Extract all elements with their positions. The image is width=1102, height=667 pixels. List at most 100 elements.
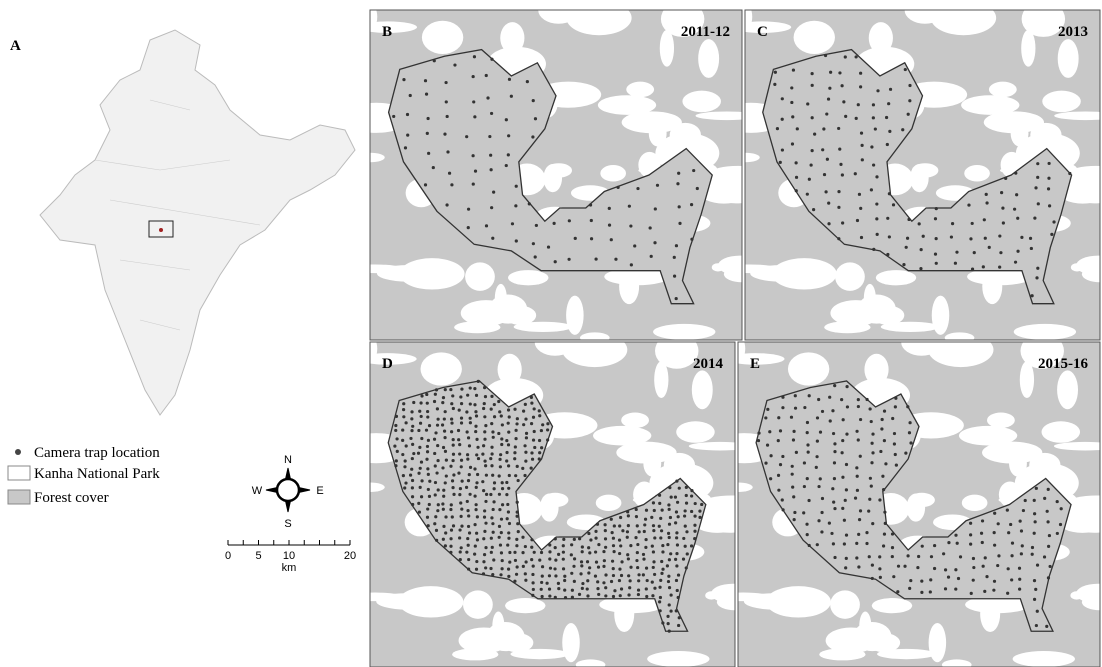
camera-trap xyxy=(790,416,793,419)
camera-trap xyxy=(935,262,938,265)
camera-trap xyxy=(610,518,613,521)
camera-trap xyxy=(528,202,531,205)
camera-trap xyxy=(677,573,680,576)
camera-trap xyxy=(628,205,631,208)
camera-trap xyxy=(843,519,846,522)
camera-trap xyxy=(920,580,923,583)
camera-trap xyxy=(1033,579,1036,582)
camera-trap xyxy=(465,410,468,413)
camera-trap xyxy=(795,189,798,192)
camera-trap xyxy=(774,71,777,74)
camera-trap xyxy=(594,575,597,578)
camera-trap xyxy=(498,410,501,413)
camera-trap xyxy=(685,486,688,489)
camera-trap xyxy=(690,494,693,497)
camera-trap xyxy=(690,489,693,492)
camera-trap xyxy=(507,537,510,540)
camera-trap xyxy=(460,388,463,391)
camera-trap xyxy=(856,219,859,222)
camera-trap xyxy=(1033,512,1036,515)
camera-trap xyxy=(806,533,809,536)
camera-trap xyxy=(449,537,452,540)
camera-trap xyxy=(653,587,656,590)
camera-trap xyxy=(1052,220,1055,223)
camera-trap xyxy=(420,460,423,463)
india-map xyxy=(40,30,355,415)
camera-trap xyxy=(507,575,510,578)
camera-trap xyxy=(530,467,533,470)
camera-trap xyxy=(507,422,510,425)
camera-trap xyxy=(675,297,678,300)
camera-trap xyxy=(574,237,577,240)
camera-trap xyxy=(586,594,589,597)
camera-trap xyxy=(562,558,565,561)
camera-trap xyxy=(394,464,397,467)
non-forest xyxy=(964,165,990,181)
camera-trap xyxy=(411,486,414,489)
camera-trap xyxy=(505,439,508,442)
camera-trap xyxy=(859,418,862,421)
camera-trap xyxy=(533,446,536,449)
camera-trap xyxy=(984,237,987,240)
camera-trap xyxy=(452,407,455,410)
non-forest xyxy=(1030,123,1061,147)
camera-trap xyxy=(972,557,975,560)
camera-trap xyxy=(635,515,638,518)
camera-trap xyxy=(661,568,664,571)
camera-trap xyxy=(508,551,511,554)
camera-trap xyxy=(629,566,632,569)
camera-trap xyxy=(1014,261,1017,264)
camera-trap xyxy=(394,424,397,427)
camera-trap xyxy=(459,395,462,398)
camera-trap xyxy=(452,524,455,527)
non-forest xyxy=(962,495,988,511)
camera-trap xyxy=(483,530,486,533)
camera-trap xyxy=(459,550,462,553)
camera-trap xyxy=(841,221,844,224)
camera-trap xyxy=(781,118,784,121)
camera-trap xyxy=(653,509,656,512)
camera-trap xyxy=(690,544,693,547)
camera-trap xyxy=(675,552,678,555)
camera-trap xyxy=(878,498,881,501)
camera-trap xyxy=(587,532,590,535)
camera-trap xyxy=(669,516,672,519)
camera-trap xyxy=(604,594,607,597)
camera-trap xyxy=(581,582,584,585)
scale-label: 10 xyxy=(283,550,295,562)
camera-trap xyxy=(837,237,840,240)
camera-trap xyxy=(474,430,477,433)
camera-trap xyxy=(524,403,527,406)
camera-trap xyxy=(618,539,621,542)
camera-trap xyxy=(493,487,496,490)
camera-trap xyxy=(444,81,447,84)
camera-trap xyxy=(816,416,819,419)
camera-trap xyxy=(821,410,824,413)
camera-trap xyxy=(908,421,911,424)
camera-trap xyxy=(629,544,632,547)
camera-trap xyxy=(500,531,503,534)
camera-trap xyxy=(530,422,533,425)
camera-trap xyxy=(428,424,431,427)
camera-trap xyxy=(669,609,672,612)
camera-trap xyxy=(541,595,544,598)
camera-trap xyxy=(426,507,429,510)
camera-trap xyxy=(475,414,478,417)
camera-trap xyxy=(777,416,780,419)
camera-trap xyxy=(532,416,535,419)
camera-trap xyxy=(855,466,858,469)
camera-trap xyxy=(1016,217,1019,220)
camera-trap xyxy=(1048,534,1051,537)
camera-trap xyxy=(685,566,688,569)
camera-trap xyxy=(524,451,527,454)
camera-trap xyxy=(854,497,857,500)
camera-trap xyxy=(1036,267,1039,270)
camera-trap xyxy=(523,474,526,477)
camera-trap xyxy=(684,545,687,548)
legend-label: Forest cover xyxy=(34,490,109,506)
non-forest xyxy=(654,361,668,398)
camera-trap xyxy=(878,555,881,558)
camera-trap xyxy=(1033,499,1036,502)
camera-trap xyxy=(484,464,487,467)
camera-trap xyxy=(1047,545,1050,548)
